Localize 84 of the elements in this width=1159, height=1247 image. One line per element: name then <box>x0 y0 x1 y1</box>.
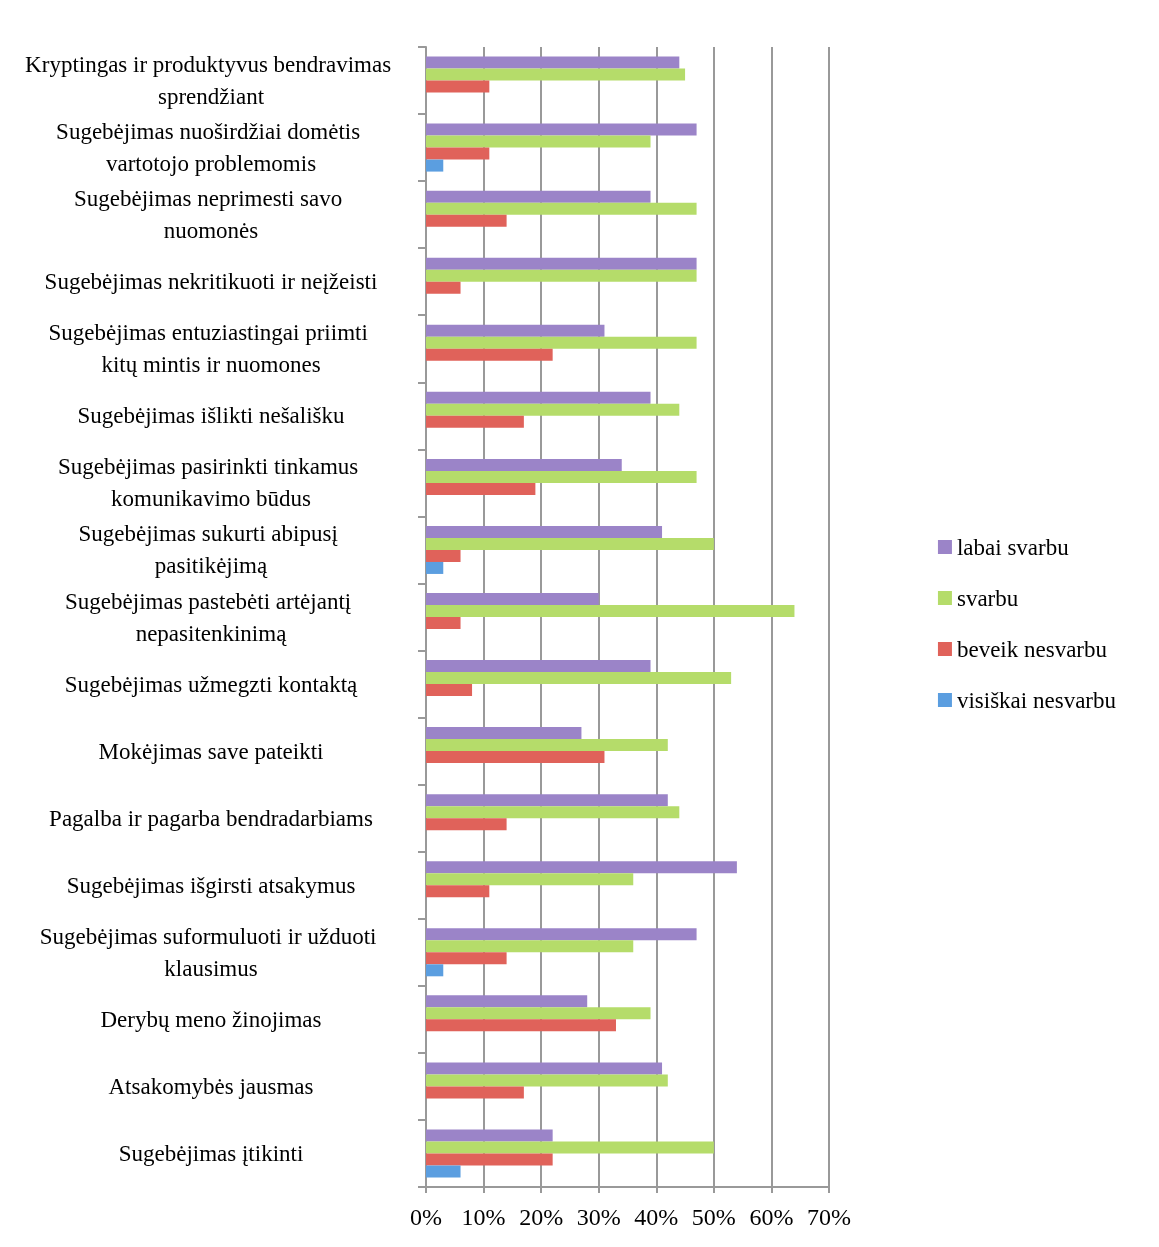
x-tick-label: 0% <box>410 1204 442 1230</box>
y-tick-label: Sugebėjimas neprimesti savo nuomonės <box>73 186 349 244</box>
bar <box>426 1062 663 1075</box>
bar <box>426 135 651 148</box>
bar <box>426 147 490 160</box>
legend-label: svarbu <box>956 585 1019 611</box>
bar <box>426 403 680 416</box>
bar <box>426 1086 524 1099</box>
bar <box>426 415 524 428</box>
bar <box>426 80 490 93</box>
x-tick-label: 70% <box>807 1204 851 1230</box>
y-tick-label: Sugebėjimas entuziastingai priimti kitų mintis ir nuomones <box>48 320 374 378</box>
bar <box>426 806 680 819</box>
bar <box>426 1165 461 1178</box>
bar <box>426 964 444 977</box>
bar <box>426 861 737 874</box>
y-tick-label: Sugebėjimas nekritikuoti ir neįžeisti <box>44 269 378 295</box>
bar <box>426 68 686 81</box>
legend-label: visiškai nesvarbu <box>956 687 1117 713</box>
bar <box>426 660 651 673</box>
bar <box>426 940 634 953</box>
bar <box>426 593 599 605</box>
bar <box>426 1141 714 1154</box>
y-tick-label: Sugebėjimas sukurti abipusį pasitikėjimą <box>78 521 344 579</box>
bar <box>426 727 582 740</box>
x-tick-label: 10% <box>461 1204 506 1230</box>
y-tick-label: Sugebėjimas suformuluoti ir užduoti klausimus <box>39 923 383 981</box>
x-tick-label: 20% <box>519 1204 564 1230</box>
bar <box>426 202 697 215</box>
y-tick-label: Sugebėjimas įtikinti <box>118 1140 304 1166</box>
bar <box>426 348 553 361</box>
bar <box>426 818 507 831</box>
bar <box>426 1129 553 1142</box>
bar <box>426 794 668 807</box>
legend-label: beveik nesvarbu <box>956 636 1108 662</box>
y-tick-label: Sugebėjimas užmegzti kontaktą <box>64 671 359 697</box>
y-tick-label: Sugebėjimas išlikti nešališku <box>77 403 346 429</box>
bar <box>426 605 795 617</box>
bar <box>426 739 668 752</box>
bar <box>426 123 697 136</box>
bar <box>426 458 622 471</box>
x-tick-label: 40% <box>634 1204 679 1230</box>
bar <box>426 159 444 172</box>
bar <box>426 549 461 562</box>
y-tick-label: Pagalba ir pagarba bendradarbiams <box>49 805 373 831</box>
y-tick-label: Sugebėjimas išgirsti atsakymus <box>66 872 356 898</box>
y-tick-label: Mokėjimas save pateikti <box>98 738 324 764</box>
bar <box>426 995 588 1008</box>
bar <box>426 885 490 898</box>
legend-label: labai svarbu <box>956 534 1070 560</box>
bar <box>426 214 507 227</box>
bar <box>426 561 444 574</box>
bar <box>426 684 473 697</box>
bar <box>426 617 461 629</box>
bar <box>426 482 536 495</box>
y-tick-label: Sugebėjimas nuoširdžiai domėtis vartotojo problemomis <box>56 119 366 177</box>
bar <box>426 1074 668 1087</box>
y-tick-label: Kryptingas ir produktyvus bendravimas sprendžiant <box>25 52 397 110</box>
x-tick-label: 60% <box>749 1204 794 1230</box>
bar <box>426 281 461 294</box>
bar <box>426 751 605 764</box>
y-tick-label: Sugebėjimas pasirinkti tinkamus komunikavimo būdus <box>58 454 364 512</box>
bar <box>426 873 634 886</box>
bar <box>426 952 507 965</box>
bar <box>426 257 697 270</box>
bar <box>426 56 680 69</box>
y-tick-label: Atsakomybės jausmas <box>108 1073 314 1099</box>
bar <box>426 470 697 483</box>
bar <box>426 1007 651 1020</box>
bar <box>426 324 605 337</box>
bar <box>426 537 714 550</box>
x-tick-label: 50% <box>691 1204 736 1230</box>
bar <box>426 672 732 685</box>
y-tick-label: Derybų meno žinojimas <box>100 1006 322 1032</box>
y-tick-label: Sugebėjimas pastebėti artėjantį nepasitenkinimą <box>65 588 357 646</box>
bar <box>426 190 651 203</box>
bar <box>426 525 663 538</box>
bar <box>426 391 651 404</box>
bar <box>426 336 697 349</box>
x-tick-label: 30% <box>576 1204 621 1230</box>
bar <box>426 1019 616 1032</box>
bar <box>426 1153 553 1166</box>
bar <box>426 928 697 941</box>
bar <box>426 269 697 282</box>
